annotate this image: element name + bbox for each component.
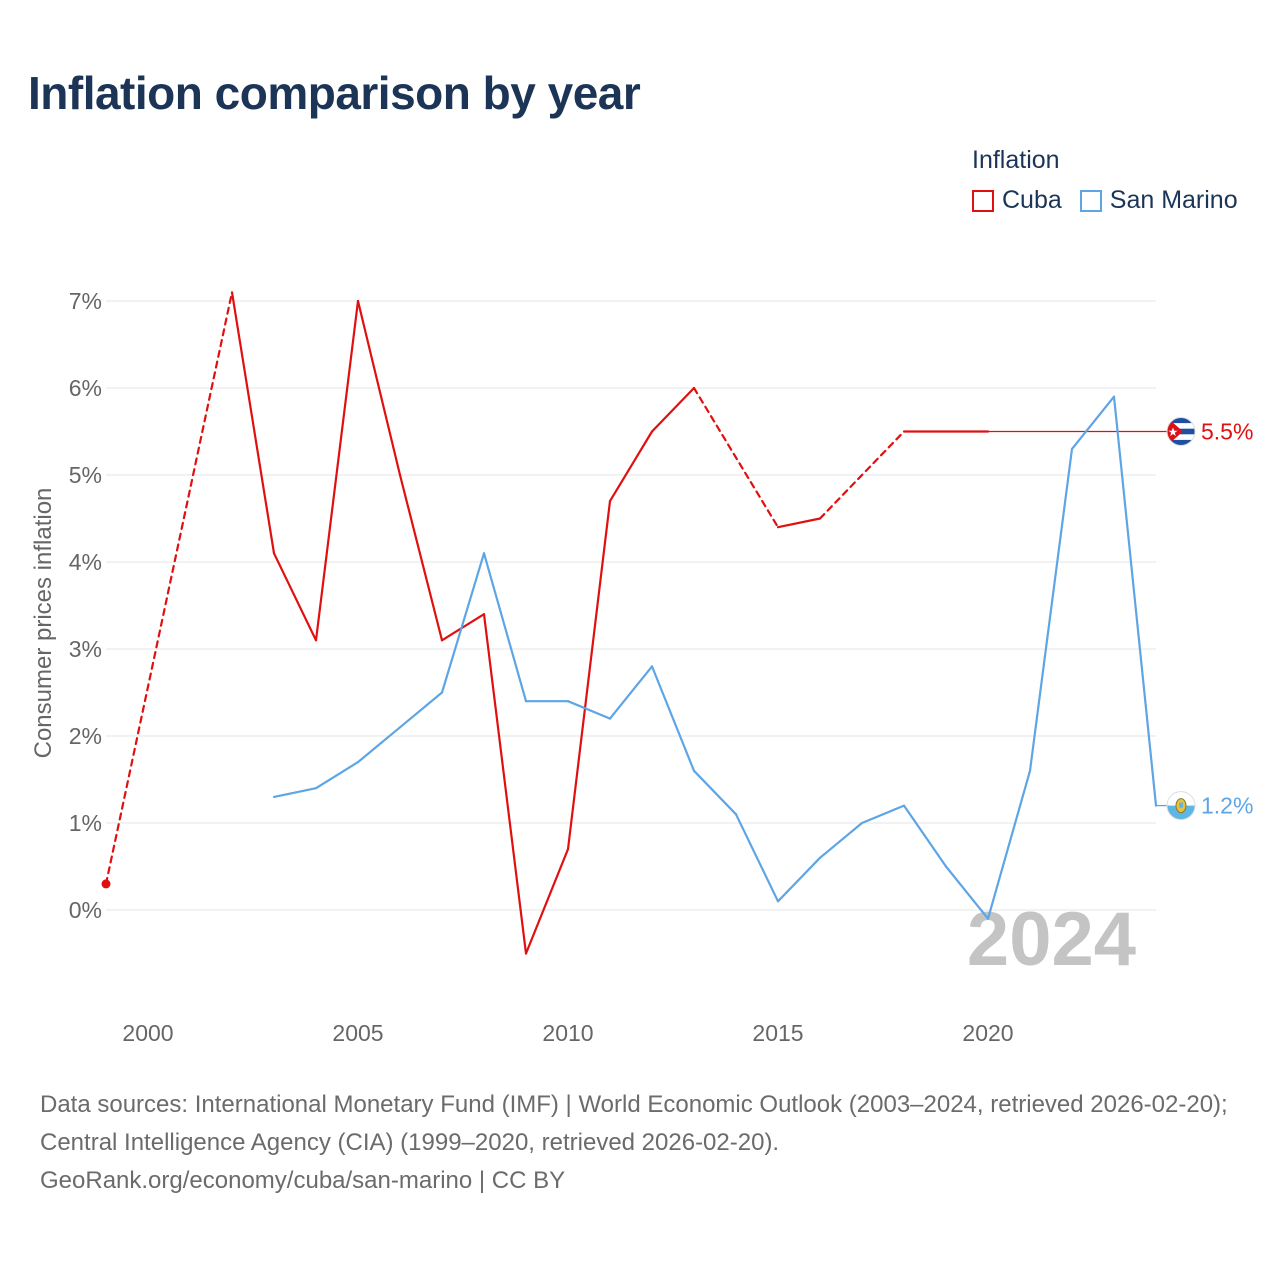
series-segment-cuba bbox=[524, 847, 570, 955]
series-segment-cuba bbox=[356, 299, 402, 477]
flag-star bbox=[1168, 427, 1178, 436]
flag-stripe bbox=[1167, 439, 1195, 446]
series-segment-san-marino bbox=[818, 821, 864, 859]
series-segment-san-marino bbox=[986, 769, 1032, 920]
series-segment-san-marino bbox=[356, 726, 402, 764]
legend-title: Inflation bbox=[972, 146, 1060, 174]
legend-swatch-san-marino bbox=[1079, 189, 1102, 212]
series-segment-san-marino bbox=[650, 665, 696, 772]
y-tick-label: 6% bbox=[69, 375, 102, 401]
flag-stripe bbox=[1167, 417, 1195, 424]
legend: Inflation Cuba San Marino bbox=[972, 146, 1238, 214]
series-segment-cuba bbox=[776, 517, 822, 529]
legend-label-cuba: Cuba bbox=[1002, 186, 1062, 214]
x-tick-label: 2020 bbox=[962, 1020, 1013, 1046]
series-segment-san-marino bbox=[902, 804, 948, 868]
x-tick-label: 2010 bbox=[542, 1020, 593, 1046]
series-segment-cuba bbox=[608, 430, 654, 503]
series-segment-cuba bbox=[482, 613, 528, 955]
attribution-link[interactable]: GeoRank.org/economy/cuba/san-marino | CC… bbox=[40, 1167, 566, 1194]
series-segment-san-marino bbox=[734, 813, 780, 903]
x-tick-label: 2015 bbox=[752, 1020, 803, 1046]
y-tick-label: 0% bbox=[69, 897, 102, 923]
san-marino-flag-icon bbox=[1166, 791, 1196, 821]
series-segment-cuba bbox=[272, 552, 318, 642]
series-segment-cuba bbox=[230, 291, 276, 555]
series-segment-cuba bbox=[818, 430, 906, 520]
footer: Data sources: International Monetary Fun… bbox=[40, 1086, 1250, 1200]
flag-border bbox=[1166, 417, 1196, 446]
legend-item-cuba[interactable]: Cuba bbox=[972, 186, 1062, 215]
flag-border bbox=[1166, 791, 1196, 821]
y-tick-label: 1% bbox=[69, 810, 102, 836]
series-segment-san-marino bbox=[692, 769, 738, 816]
series-segment-cuba bbox=[650, 386, 696, 433]
y-tick-label: 7% bbox=[69, 288, 102, 314]
legend-item-san-marino[interactable]: San Marino bbox=[1079, 186, 1238, 215]
x-tick-label: 2005 bbox=[332, 1020, 383, 1046]
series-segment-cuba bbox=[104, 291, 234, 886]
series-segment-san-marino bbox=[776, 856, 822, 903]
series-segment-san-marino bbox=[398, 691, 444, 729]
cuba-flag-icon bbox=[1166, 417, 1196, 446]
series-segment-san-marino bbox=[1028, 447, 1074, 772]
end-value-label-san-marino: 1.2% bbox=[1201, 793, 1253, 819]
flag-emblem-shield bbox=[1179, 802, 1183, 808]
line-chart: 0% 1% 2% 3% 4% 5% 6% 7% 2000 2005 2010 2015 2020 Cons… bbox=[30, 288, 1253, 1046]
y-axis-title: Consumer prices inflation bbox=[30, 488, 57, 759]
series-san-marino bbox=[272, 395, 1196, 920]
y-tick-label: 2% bbox=[69, 723, 102, 749]
series-segment-san-marino bbox=[1112, 395, 1158, 807]
series-segment-cuba bbox=[398, 473, 444, 642]
y-tick-label: 4% bbox=[69, 549, 102, 575]
series-segment-san-marino bbox=[1070, 395, 1116, 450]
data-sources-note: Data sources: International Monetary Fun… bbox=[40, 1091, 1228, 1156]
series-segment-san-marino bbox=[608, 665, 654, 720]
flag-body bbox=[1167, 791, 1195, 820]
series-segment-san-marino bbox=[314, 760, 360, 790]
series-segment-san-marino bbox=[482, 552, 528, 703]
x-tick-label: 2000 bbox=[122, 1020, 173, 1046]
series-segment-san-marino bbox=[860, 804, 906, 825]
year-watermark: 2024 bbox=[967, 897, 1136, 982]
series-segment-cuba bbox=[314, 299, 360, 642]
series-cuba bbox=[101, 291, 1196, 955]
series-segment-san-marino bbox=[440, 552, 486, 694]
series-segment-san-marino bbox=[566, 700, 612, 720]
flag-body bbox=[1167, 417, 1195, 446]
legend-swatch-cuba bbox=[972, 189, 994, 212]
series-segment-cuba bbox=[440, 613, 486, 642]
y-tick-label: 5% bbox=[69, 462, 102, 488]
series-segment-san-marino bbox=[944, 865, 990, 920]
y-tick-label: 3% bbox=[69, 636, 102, 662]
series-segment-cuba bbox=[566, 500, 612, 851]
series-segment-cuba bbox=[692, 386, 780, 529]
series-segment-san-marino bbox=[272, 787, 318, 799]
chart-title: Inflation comparison by year bbox=[28, 67, 641, 119]
end-value-label-cuba: 5.5% bbox=[1201, 419, 1253, 445]
series-start-point-cuba bbox=[101, 879, 111, 889]
legend-label-san-marino: San Marino bbox=[1109, 186, 1238, 214]
